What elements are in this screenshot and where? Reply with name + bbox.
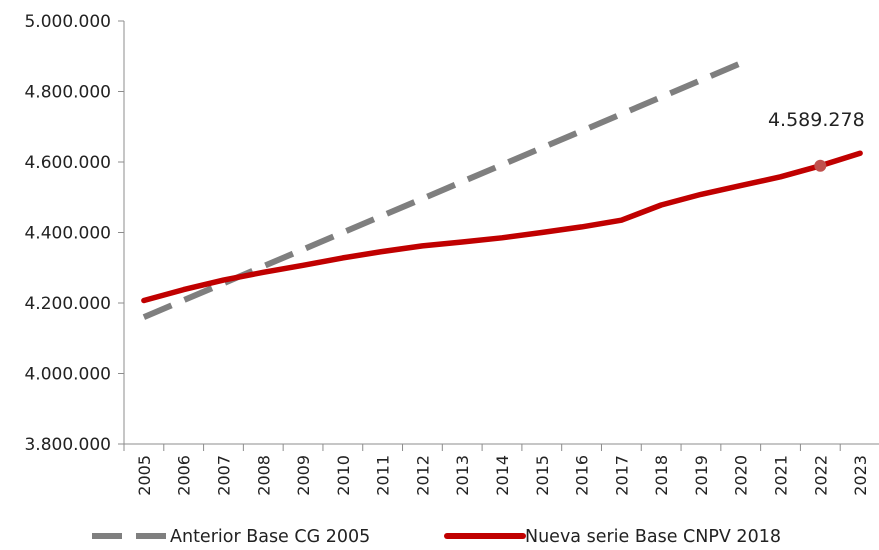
x-tick-label: 2007 [214, 455, 233, 496]
annotation-label: 4.589.278 [768, 109, 865, 131]
x-tick-label: 2011 [374, 455, 393, 496]
x-tick-label: 2012 [413, 455, 432, 496]
series-line [141, 150, 863, 304]
annotation-point [814, 159, 827, 172]
y-tick-label: 4.000.000 [24, 365, 111, 385]
x-tick-label: 2005 [135, 455, 154, 496]
x-tick-label: 2021 [772, 455, 791, 496]
y-tick-label: 4.400.000 [24, 224, 111, 244]
x-tick-label: 2020 [732, 455, 751, 496]
y-tick-labels: 3.800.000 4.000.000 4.200.000 4.400.000 4.60… [24, 12, 111, 455]
x-tick-label: 2008 [254, 455, 273, 496]
x-tick-label: 2014 [493, 455, 512, 496]
legend: Anterior Base CG 2005 Nueva serie Base CN… [92, 527, 781, 547]
x-tick-labels: 2005 2006 2007 2008 2009 2010 2011 2012 2013 2014… [135, 455, 870, 496]
legend-label: Nueva serie Base CNPV 2018 [525, 527, 781, 546]
x-tick-label: 2006 [175, 455, 194, 496]
x-tick-label: 2022 [811, 455, 830, 496]
x-tick-label: 2013 [453, 455, 472, 496]
x-tick-label: 2018 [652, 455, 671, 496]
annotation: 4.589.278 [768, 109, 865, 172]
y-tick-label: 4.600.000 [24, 153, 111, 173]
y-tick-label: 4.800.000 [24, 83, 111, 103]
x-tick-label: 2010 [334, 455, 353, 496]
series-lines [141, 60, 863, 320]
x-tick-label: 2017 [612, 455, 631, 496]
legend-label: Anterior Base CG 2005 [170, 527, 370, 546]
y-tick-label: 5.000.000 [24, 12, 111, 32]
y-tick-label: 3.800.000 [24, 435, 111, 455]
x-tick-label: 2015 [533, 455, 552, 496]
y-tick-label: 4.200.000 [24, 294, 111, 314]
x-tick-label: 2019 [692, 455, 711, 496]
x-tick-label: 2023 [851, 455, 870, 496]
x-tick-label: 2016 [573, 455, 592, 496]
x-tick-label: 2009 [294, 455, 313, 496]
axes [118, 20, 879, 451]
